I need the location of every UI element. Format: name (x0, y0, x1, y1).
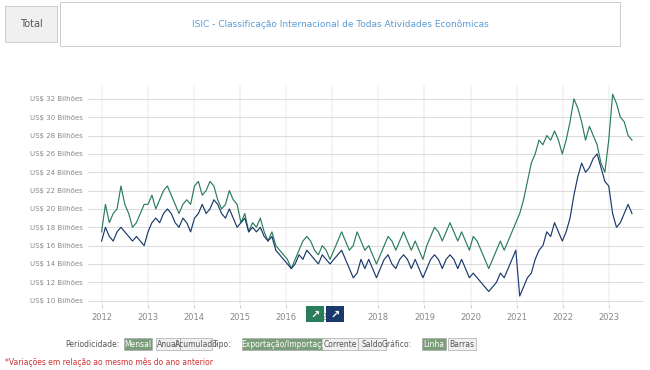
FancyBboxPatch shape (326, 306, 344, 322)
Text: Anual: Anual (157, 340, 179, 349)
FancyBboxPatch shape (322, 338, 358, 350)
Text: Periodicidade:: Periodicidade: (66, 340, 120, 349)
Text: *Variações em relação ao mesmo mês do ano anterior: *Variações em relação ao mesmo mês do an… (5, 357, 213, 367)
Text: Linha: Linha (424, 340, 445, 349)
FancyBboxPatch shape (306, 306, 324, 322)
Text: Corrente: Corrente (323, 340, 357, 349)
Text: Exportação/Importação: Exportação/Importação (241, 340, 331, 349)
Text: Barras: Barras (450, 340, 474, 349)
Text: ISIC - Classificação Internacional de Todas Atividades Econômicas: ISIC - Classificação Internacional de To… (192, 19, 488, 29)
Text: ↗: ↗ (310, 309, 320, 319)
Text: Tipo:: Tipo: (213, 340, 232, 349)
FancyBboxPatch shape (5, 6, 57, 42)
FancyBboxPatch shape (358, 338, 386, 350)
FancyBboxPatch shape (422, 338, 446, 350)
Text: Acumulado: Acumulado (175, 340, 218, 349)
FancyBboxPatch shape (124, 338, 152, 350)
FancyBboxPatch shape (242, 338, 330, 350)
FancyBboxPatch shape (156, 338, 180, 350)
Text: Total: Total (20, 19, 42, 29)
Text: ↗: ↗ (330, 309, 340, 319)
Text: Saldo: Saldo (361, 340, 383, 349)
FancyBboxPatch shape (180, 338, 212, 350)
Text: Mensal: Mensal (124, 340, 151, 349)
FancyBboxPatch shape (448, 338, 476, 350)
FancyBboxPatch shape (60, 2, 620, 46)
Text: Gráfico:: Gráfico: (382, 340, 412, 349)
